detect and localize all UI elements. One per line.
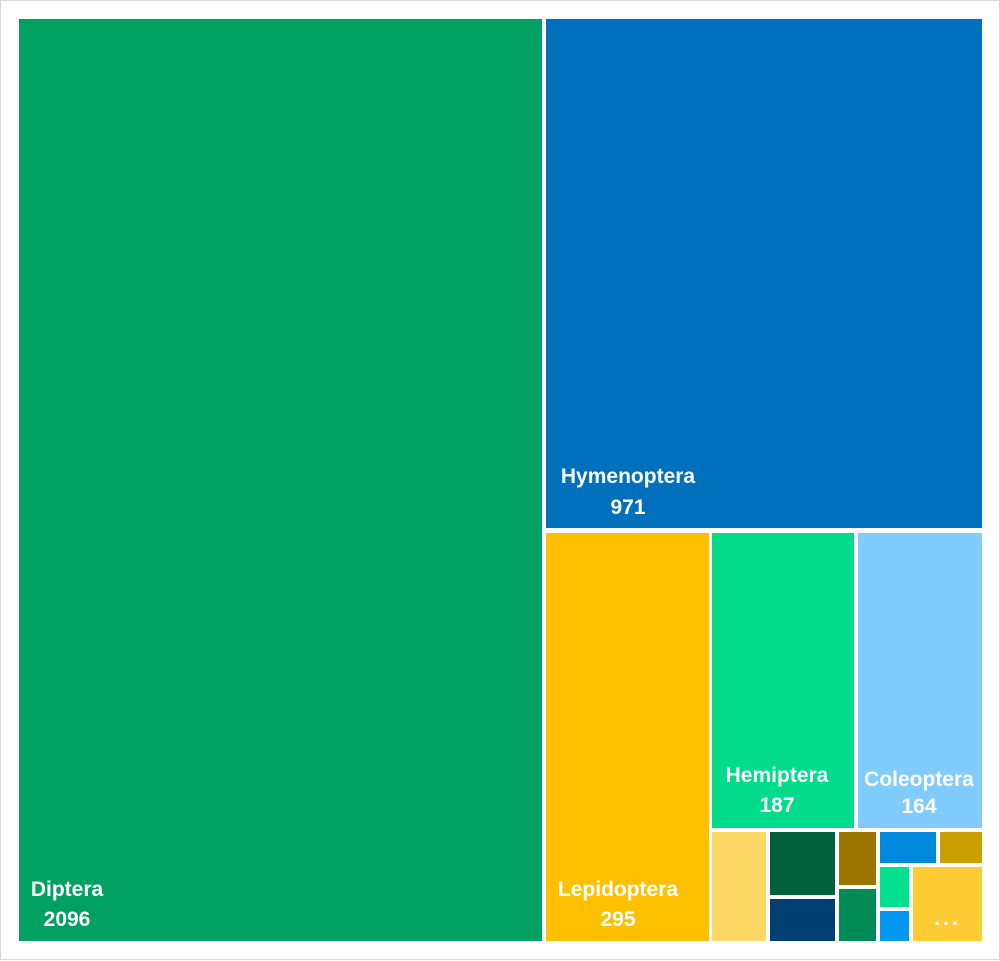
tile-other-14 (913, 867, 982, 941)
value-hymenoptera: 971 (610, 496, 645, 519)
tile-other-12 (880, 867, 909, 907)
value-hemiptera: 187 (759, 794, 794, 817)
more-ellipsis: ... (934, 907, 961, 930)
label-hemiptera: Hemiptera (726, 764, 829, 787)
tile-other-9 (839, 889, 876, 941)
value-coleoptera: 164 (901, 795, 936, 818)
tile-other-10 (880, 832, 936, 863)
tile-other-13 (880, 911, 909, 941)
label-coleoptera: Coleoptera (864, 768, 974, 791)
value-diptera: 2096 (44, 908, 91, 931)
tile-other-5 (712, 832, 766, 941)
tile-lepidoptera (546, 533, 709, 941)
tile-other-7 (770, 899, 835, 941)
tile-hymenoptera (546, 19, 982, 528)
label-hymenoptera: Hymenoptera (561, 465, 696, 488)
tile-other-11 (940, 832, 982, 863)
value-lepidoptera: 295 (600, 908, 635, 931)
tile-other-8 (839, 832, 876, 885)
label-lepidoptera: Lepidoptera (558, 878, 678, 901)
tile-hemiptera (712, 533, 854, 828)
tile-coleoptera (858, 533, 982, 828)
label-diptera: Diptera (31, 878, 104, 901)
tile-other-6 (770, 832, 835, 895)
tile-diptera (19, 19, 542, 941)
